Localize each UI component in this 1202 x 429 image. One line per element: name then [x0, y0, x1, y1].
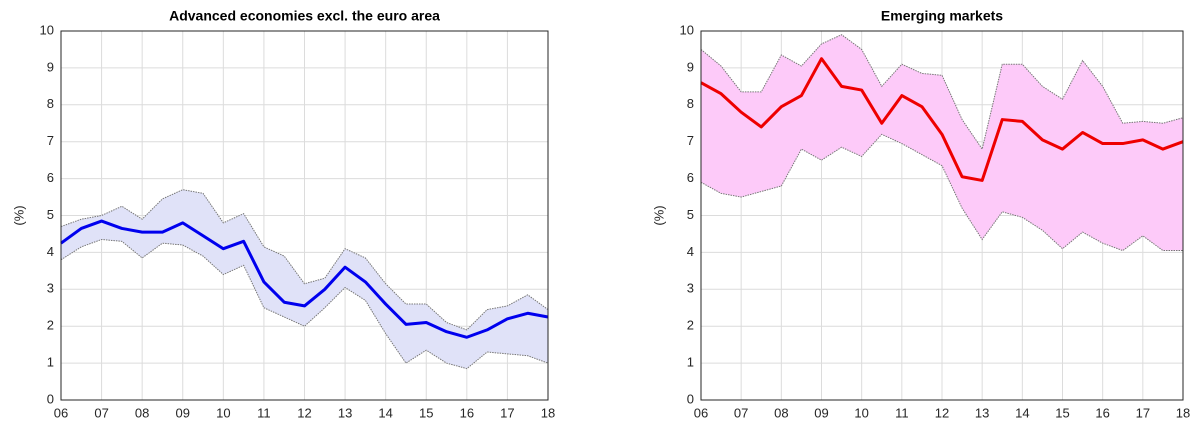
y-tick-label: 4	[47, 244, 54, 259]
x-tick-label: 10	[216, 405, 230, 420]
y-tick-label: 10	[680, 22, 694, 37]
series-line	[60, 219, 549, 339]
y-tick-label: 1	[687, 355, 694, 370]
y-tick-label: 9	[687, 59, 694, 74]
x-tick-label: 07	[734, 405, 748, 420]
y-tick-label: 6	[47, 170, 54, 185]
x-tick-label: 12	[297, 405, 311, 420]
y-tick-label: 2	[47, 318, 54, 333]
x-tick-label: 13	[975, 405, 989, 420]
x-tick-label: 08	[774, 405, 788, 420]
y-tick-label: 8	[47, 96, 54, 111]
x-tick-label: 10	[854, 405, 868, 420]
y-tick-label: 1	[47, 355, 54, 370]
x-tick-label: 08	[135, 405, 149, 420]
y-tick-label: 8	[687, 96, 694, 111]
x-tick-label: 11	[895, 405, 909, 420]
series-line	[700, 57, 1184, 182]
y-tick-label: 6	[687, 170, 694, 185]
y-tick-label: 10	[40, 22, 54, 37]
chart-title: Advanced economies excl. the euro area	[169, 8, 440, 24]
x-tick-label: 09	[176, 405, 190, 420]
y-axis-label: (%)	[11, 205, 26, 225]
band-area	[701, 34, 1183, 251]
y-tick-label: 5	[687, 207, 694, 222]
plot-frame	[60, 30, 549, 401]
band-upper	[60, 189, 549, 331]
x-tick-label: 11	[257, 405, 271, 420]
band-lower	[700, 133, 1183, 252]
x-tick-label: 16	[1095, 405, 1109, 420]
y-tick-label: 3	[47, 281, 54, 296]
x-tick-label: 14	[1015, 405, 1029, 420]
band-upper	[700, 34, 1184, 151]
x-tick-label: 16	[460, 405, 474, 420]
x-tick-label: 18	[1176, 405, 1190, 420]
y-axis-label: (%)	[651, 205, 666, 225]
y-tick-label: 0	[687, 391, 694, 406]
y-tick-label: 3	[687, 281, 694, 296]
y-tick-label: 0	[47, 391, 54, 406]
y-tick-label: 7	[47, 133, 54, 148]
x-tick-label: 09	[814, 405, 828, 420]
x-tick-label: 06	[694, 405, 708, 420]
x-tick-label: 06	[54, 405, 68, 420]
y-tick-label: 7	[687, 133, 694, 148]
x-tick-label: 12	[935, 405, 949, 420]
x-tick-label: 18	[541, 405, 555, 420]
chart-title: Emerging markets	[881, 8, 1003, 24]
plot-frame	[700, 30, 1184, 401]
x-tick-label: 15	[419, 405, 433, 420]
x-tick-label: 07	[94, 405, 108, 420]
band-lower	[60, 238, 549, 370]
y-tick-label: 9	[47, 59, 54, 74]
y-tick-label: 2	[687, 318, 694, 333]
x-tick-label: 14	[378, 405, 392, 420]
x-tick-label: 15	[1055, 405, 1069, 420]
x-tick-label: 17	[500, 405, 514, 420]
x-tick-label: 13	[338, 405, 352, 420]
x-tick-label: 17	[1136, 405, 1150, 420]
y-tick-label: 4	[687, 244, 694, 259]
y-tick-label: 5	[47, 207, 54, 222]
